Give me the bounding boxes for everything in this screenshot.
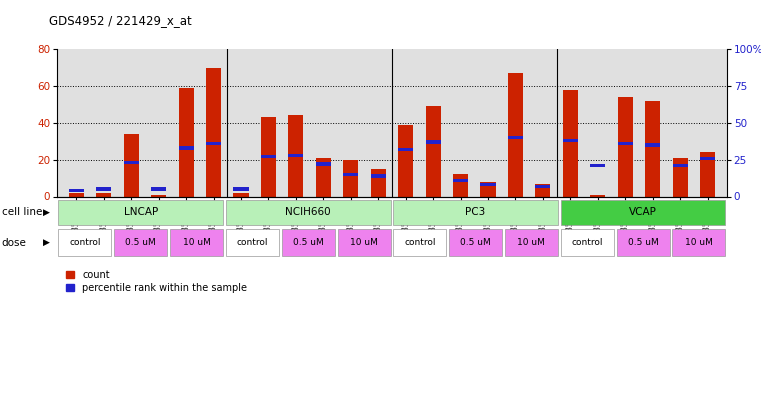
Bar <box>226 200 390 225</box>
Text: PC3: PC3 <box>466 207 486 217</box>
Bar <box>371 169 386 196</box>
Text: 10 uM: 10 uM <box>517 238 546 247</box>
Text: 10 uM: 10 uM <box>685 238 713 247</box>
Bar <box>508 73 523 196</box>
Bar <box>453 179 468 182</box>
Bar <box>206 68 221 196</box>
Text: control: control <box>237 238 268 247</box>
Bar <box>398 148 413 151</box>
Bar <box>316 162 331 166</box>
Bar <box>561 230 613 256</box>
Text: ▶: ▶ <box>43 208 50 217</box>
Text: control: control <box>404 238 435 247</box>
Bar <box>234 187 249 191</box>
Bar <box>673 158 688 196</box>
Bar <box>425 106 441 196</box>
Bar <box>151 195 166 196</box>
Bar <box>151 187 166 191</box>
Bar <box>261 117 276 196</box>
Bar <box>618 142 632 145</box>
Bar <box>563 90 578 196</box>
Bar <box>535 185 550 188</box>
Bar <box>371 174 386 178</box>
Bar <box>480 182 495 196</box>
Bar <box>449 230 502 256</box>
Text: dose: dose <box>2 238 27 248</box>
Bar <box>68 189 84 192</box>
Text: 10 uM: 10 uM <box>350 238 378 247</box>
Bar <box>425 140 441 143</box>
Bar <box>234 193 249 196</box>
Bar <box>179 146 193 149</box>
Bar <box>179 88 193 196</box>
Text: 0.5 uM: 0.5 uM <box>126 238 156 247</box>
Bar <box>343 160 358 196</box>
Text: LNCAP: LNCAP <box>123 207 158 217</box>
Bar <box>453 174 468 196</box>
Bar <box>337 230 390 256</box>
Bar <box>673 230 725 256</box>
Bar <box>114 230 167 256</box>
Bar <box>343 173 358 176</box>
Text: GDS4952 / 221429_x_at: GDS4952 / 221429_x_at <box>49 15 193 28</box>
Bar <box>393 230 446 256</box>
Bar <box>535 184 550 196</box>
Text: NCIH660: NCIH660 <box>285 207 331 217</box>
Bar <box>700 156 715 160</box>
Bar <box>316 158 331 196</box>
Text: 0.5 uM: 0.5 uM <box>293 238 323 247</box>
Bar <box>288 154 304 157</box>
Bar <box>591 164 605 167</box>
Text: 0.5 uM: 0.5 uM <box>460 238 491 247</box>
Bar <box>261 155 276 158</box>
Bar <box>96 187 111 191</box>
Bar <box>282 230 335 256</box>
Bar <box>616 230 670 256</box>
Bar <box>645 101 661 196</box>
Text: control: control <box>69 238 100 247</box>
Bar <box>398 125 413 196</box>
Text: 0.5 uM: 0.5 uM <box>628 238 658 247</box>
Bar <box>645 143 661 147</box>
Bar <box>393 200 558 225</box>
Bar <box>591 195 605 196</box>
Bar <box>68 193 84 196</box>
Text: cell line: cell line <box>2 207 42 217</box>
Bar <box>170 230 223 256</box>
Text: 10 uM: 10 uM <box>183 238 211 247</box>
Bar <box>505 230 558 256</box>
Bar <box>226 230 279 256</box>
Bar <box>59 230 111 256</box>
Bar <box>508 136 523 139</box>
Bar <box>123 161 139 164</box>
Bar <box>96 193 111 196</box>
Legend: count, percentile rank within the sample: count, percentile rank within the sample <box>65 270 247 293</box>
Bar <box>563 139 578 142</box>
Bar <box>123 134 139 196</box>
Bar <box>59 200 223 225</box>
Bar <box>618 97 632 196</box>
Bar <box>206 142 221 145</box>
Text: VCAP: VCAP <box>629 207 657 217</box>
Bar <box>561 200 725 225</box>
Bar <box>700 152 715 196</box>
Bar <box>288 116 304 196</box>
Text: control: control <box>572 238 603 247</box>
Bar <box>480 183 495 186</box>
Bar <box>673 164 688 167</box>
Text: ▶: ▶ <box>43 238 50 247</box>
